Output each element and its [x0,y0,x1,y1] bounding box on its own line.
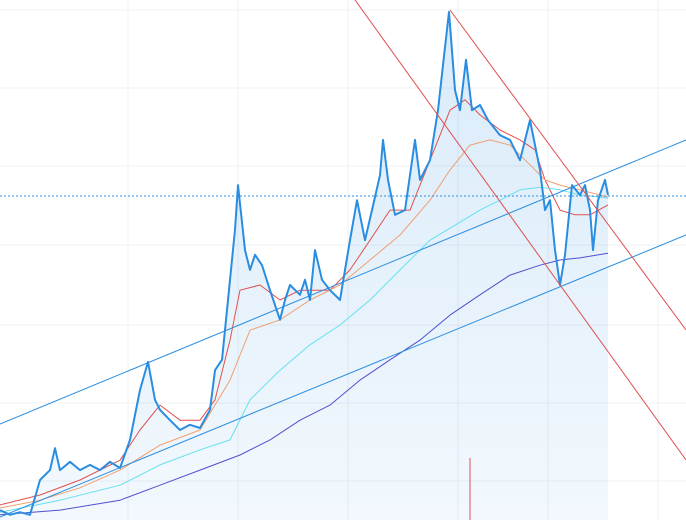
area [0,12,608,520]
trend-line [0,139,686,425]
trend-line [354,0,686,461]
series-line [0,186,609,513]
trend-line [449,9,686,331]
plot-area [0,11,609,520]
trend-line [0,234,686,518]
series-line [0,11,609,516]
series-line [0,252,609,516]
series-line [0,139,609,509]
